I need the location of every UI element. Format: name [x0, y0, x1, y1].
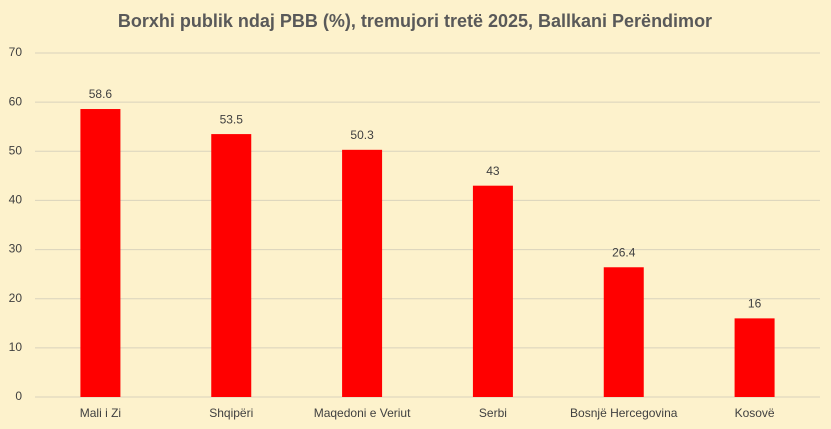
value-label: 16 — [748, 297, 762, 311]
bar — [342, 149, 383, 397]
y-tick-label: 30 — [9, 242, 23, 256]
y-tick-label: 70 — [9, 45, 23, 59]
bar — [734, 318, 775, 397]
value-label: 43 — [486, 164, 500, 178]
x-tick-label: Mali i Zi — [80, 406, 121, 420]
bar — [603, 267, 644, 397]
bar — [472, 185, 513, 397]
chart-title: Borxhi publik ndaj PBB (%), tremujori tr… — [118, 11, 712, 31]
y-tick-label: 50 — [9, 143, 23, 157]
y-tick-label: 40 — [9, 193, 23, 207]
x-tick-label: Serbi — [479, 406, 507, 420]
value-label: 58.6 — [89, 87, 113, 101]
x-tick-label: Shqipëri — [209, 406, 253, 420]
y-tick-label: 0 — [15, 389, 22, 403]
value-label: 50.3 — [350, 128, 374, 142]
x-tick-label: Bosnjë Hercegovina — [570, 406, 678, 420]
y-tick-label: 10 — [9, 340, 23, 354]
value-label: 53.5 — [220, 112, 244, 126]
x-tick-label: Kosovë — [735, 406, 775, 420]
x-tick-label: Maqedoni e Veriut — [314, 406, 411, 420]
value-label: 26.4 — [612, 245, 636, 259]
bar — [80, 109, 121, 397]
bar — [211, 134, 252, 398]
y-tick-label: 60 — [9, 94, 23, 108]
y-tick-label: 20 — [9, 291, 23, 305]
